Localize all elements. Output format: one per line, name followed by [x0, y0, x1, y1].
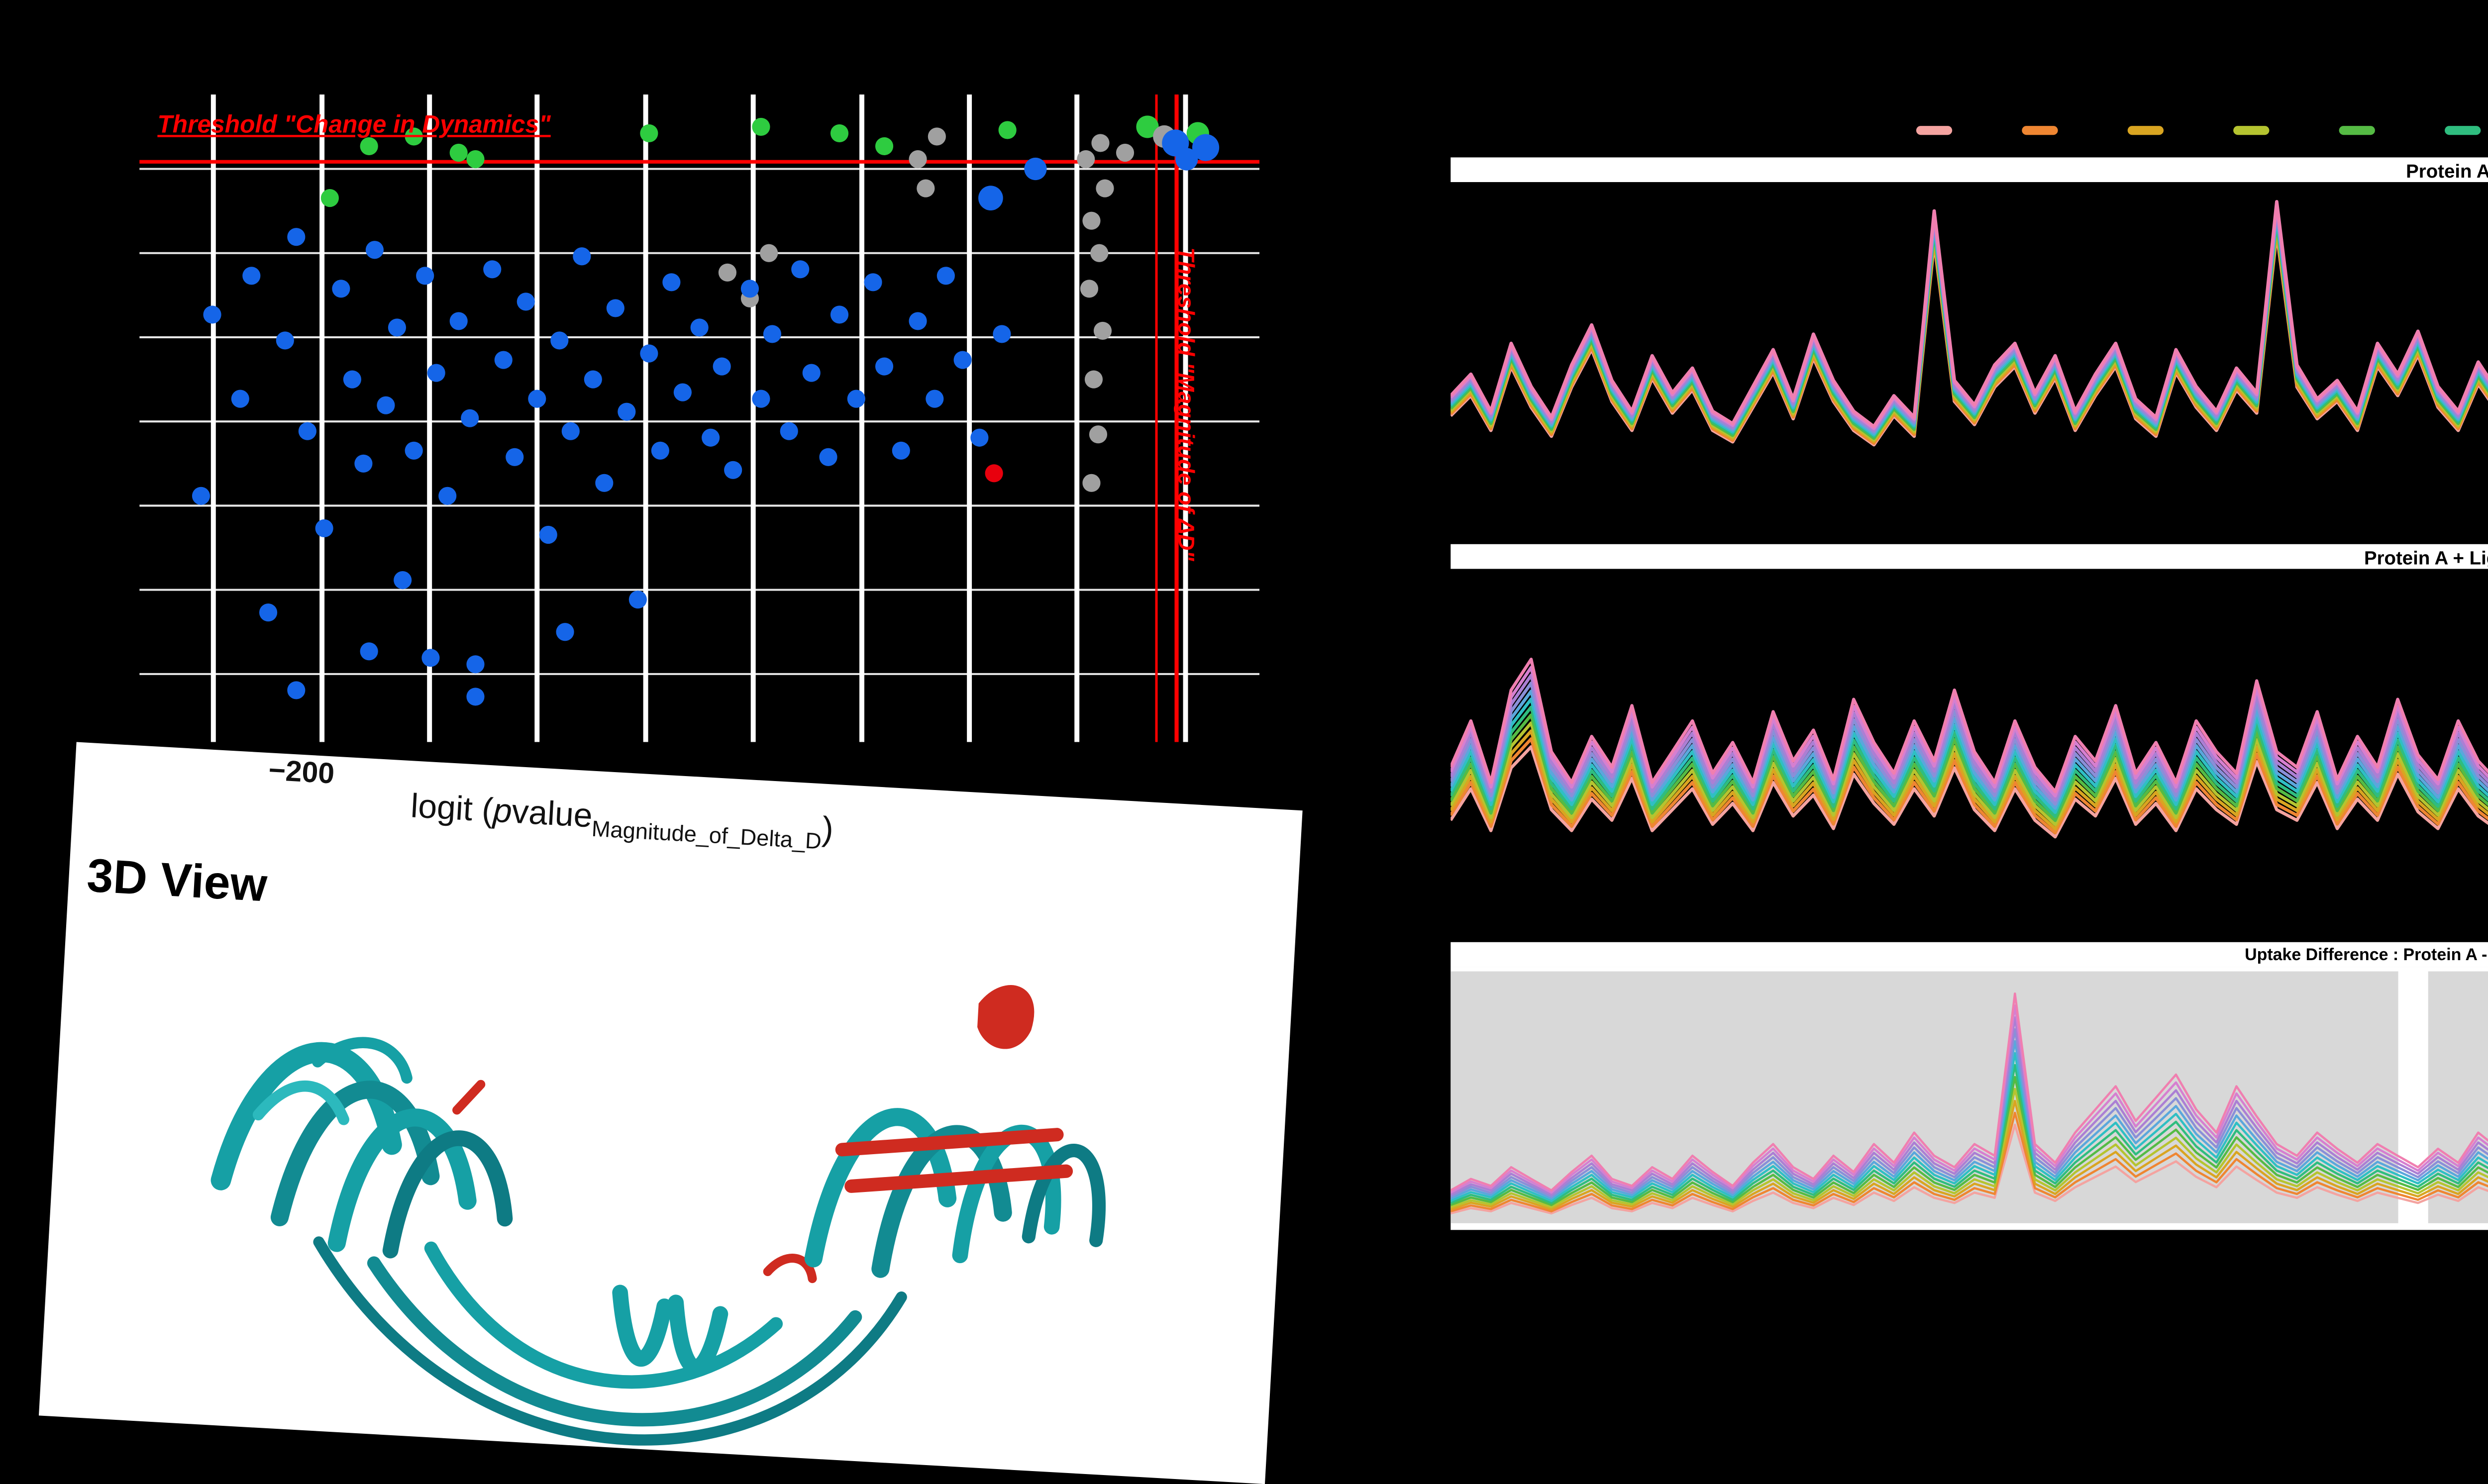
x-axis-title-mid: value: [511, 793, 594, 836]
x-axis-title-sub: Magnitude_of_Delta_D: [591, 818, 822, 856]
dashboard: Threshold "Change in Dynamics" Threshold…: [38, 94, 2488, 1484]
viewer-card: −200 logit (pvalueMagnitude_of_Delta_D) …: [38, 742, 1303, 1484]
x-axis-title-pre: logit (: [410, 788, 495, 831]
legend-swatch[interactable]: [2022, 126, 2058, 135]
panel-title-protein-a-label: Protein A: [2406, 158, 2488, 181]
legend-swatch[interactable]: [2127, 126, 2164, 135]
timepoint-legend: [1916, 126, 2488, 135]
panel-title-protein-a-ligand-label: Protein A + Ligand: [2364, 545, 2488, 568]
volcano-plot-area[interactable]: [139, 94, 1260, 742]
uptake-chart-protein-a-ligand[interactable]: [1451, 569, 2488, 908]
uptake-chart-protein-a[interactable]: [1451, 182, 2488, 522]
panel-title-protein-a: Protein A: [1451, 157, 2488, 183]
panel-title-uptake-difference-label: Uptake Difference : Protein A - (Protein…: [2245, 944, 2488, 965]
threshold-magnitude-label: Threshold "Magnitude of ΔD": [1171, 247, 1197, 561]
legend-swatch[interactable]: [1916, 126, 1953, 135]
legend-swatch[interactable]: [2339, 126, 2375, 135]
panel-title-uptake-difference: Uptake Difference : Protein A - (Protein…: [1451, 942, 2488, 967]
x-axis-title: logit (pvalueMagnitude_of_Delta_D): [410, 788, 834, 857]
legend-swatch[interactable]: [2445, 126, 2481, 135]
panel-title-protein-a-ligand: Protein A + Ligand: [1451, 544, 2488, 569]
x-axis-tick-label: −200: [267, 753, 335, 791]
x-axis-title-p: p: [492, 792, 513, 832]
legend-swatch[interactable]: [2233, 126, 2270, 135]
uptake-difference-chart[interactable]: [1451, 967, 2488, 1230]
threshold-change-label: Threshold "Change in Dynamics": [157, 112, 551, 140]
x-axis-title-post: ): [821, 810, 834, 850]
protein-3d-structure[interactable]: [84, 892, 1236, 1481]
